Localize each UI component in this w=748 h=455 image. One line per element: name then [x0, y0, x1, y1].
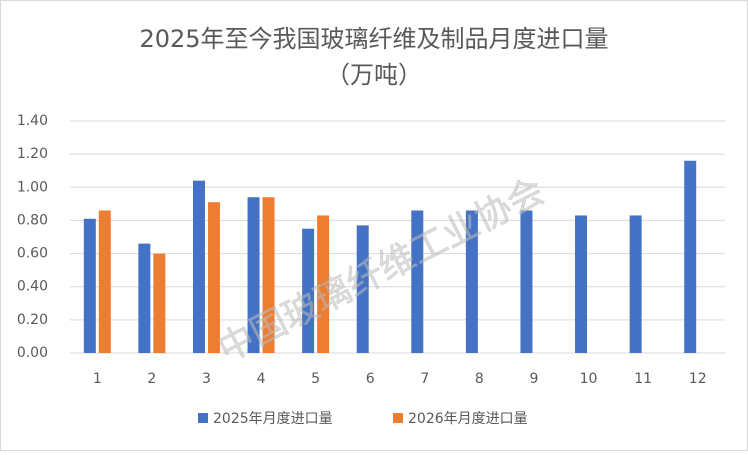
bar: [98, 210, 111, 353]
y-tick-label: 0.60: [17, 246, 48, 262]
x-tick-label: 1: [93, 371, 102, 387]
chart-title: 2025年至今我国玻璃纤维及制品月度进口量: [139, 25, 608, 53]
bar: [247, 197, 260, 353]
y-tick-label: 0.80: [17, 212, 48, 228]
x-tick-label: 7: [420, 371, 429, 387]
y-tick-label: 1.20: [17, 146, 48, 162]
x-tick-label: 9: [529, 371, 538, 387]
bar: [83, 218, 96, 353]
bar: [138, 243, 151, 353]
y-tick-label: 0.00: [17, 345, 48, 361]
bar: [356, 225, 369, 353]
legend-label: 2025年月度进口量: [213, 411, 333, 427]
x-tick-label: 8: [475, 371, 484, 387]
bar: [629, 215, 642, 353]
bar: [302, 228, 315, 353]
x-tick-label: 11: [634, 371, 652, 387]
bar: [192, 180, 205, 353]
y-tick-label: 1.40: [17, 113, 48, 129]
bar: [317, 215, 330, 353]
x-tick-label: 12: [689, 371, 707, 387]
legend-swatch: [198, 413, 208, 423]
bar: [153, 253, 166, 353]
x-tick-label: 10: [580, 371, 598, 387]
x-tick-label: 4: [257, 371, 266, 387]
legend-label: 2026年月度进口量: [408, 411, 528, 427]
bar: [684, 160, 697, 353]
bar: [411, 210, 424, 353]
bar: [262, 197, 275, 353]
y-tick-label: 0.40: [17, 279, 48, 295]
bar: [575, 215, 588, 353]
legend-swatch: [393, 413, 403, 423]
bar: [465, 210, 478, 353]
chart-title: （万吨）: [326, 61, 422, 89]
bar: [520, 210, 533, 353]
y-tick-label: 0.20: [17, 312, 48, 328]
x-tick-label: 3: [202, 371, 211, 387]
x-tick-label: 5: [311, 371, 320, 387]
bar: [207, 202, 220, 353]
y-tick-label: 1.00: [17, 179, 48, 195]
x-tick-label: 2: [147, 371, 156, 387]
x-tick-label: 6: [366, 371, 375, 387]
